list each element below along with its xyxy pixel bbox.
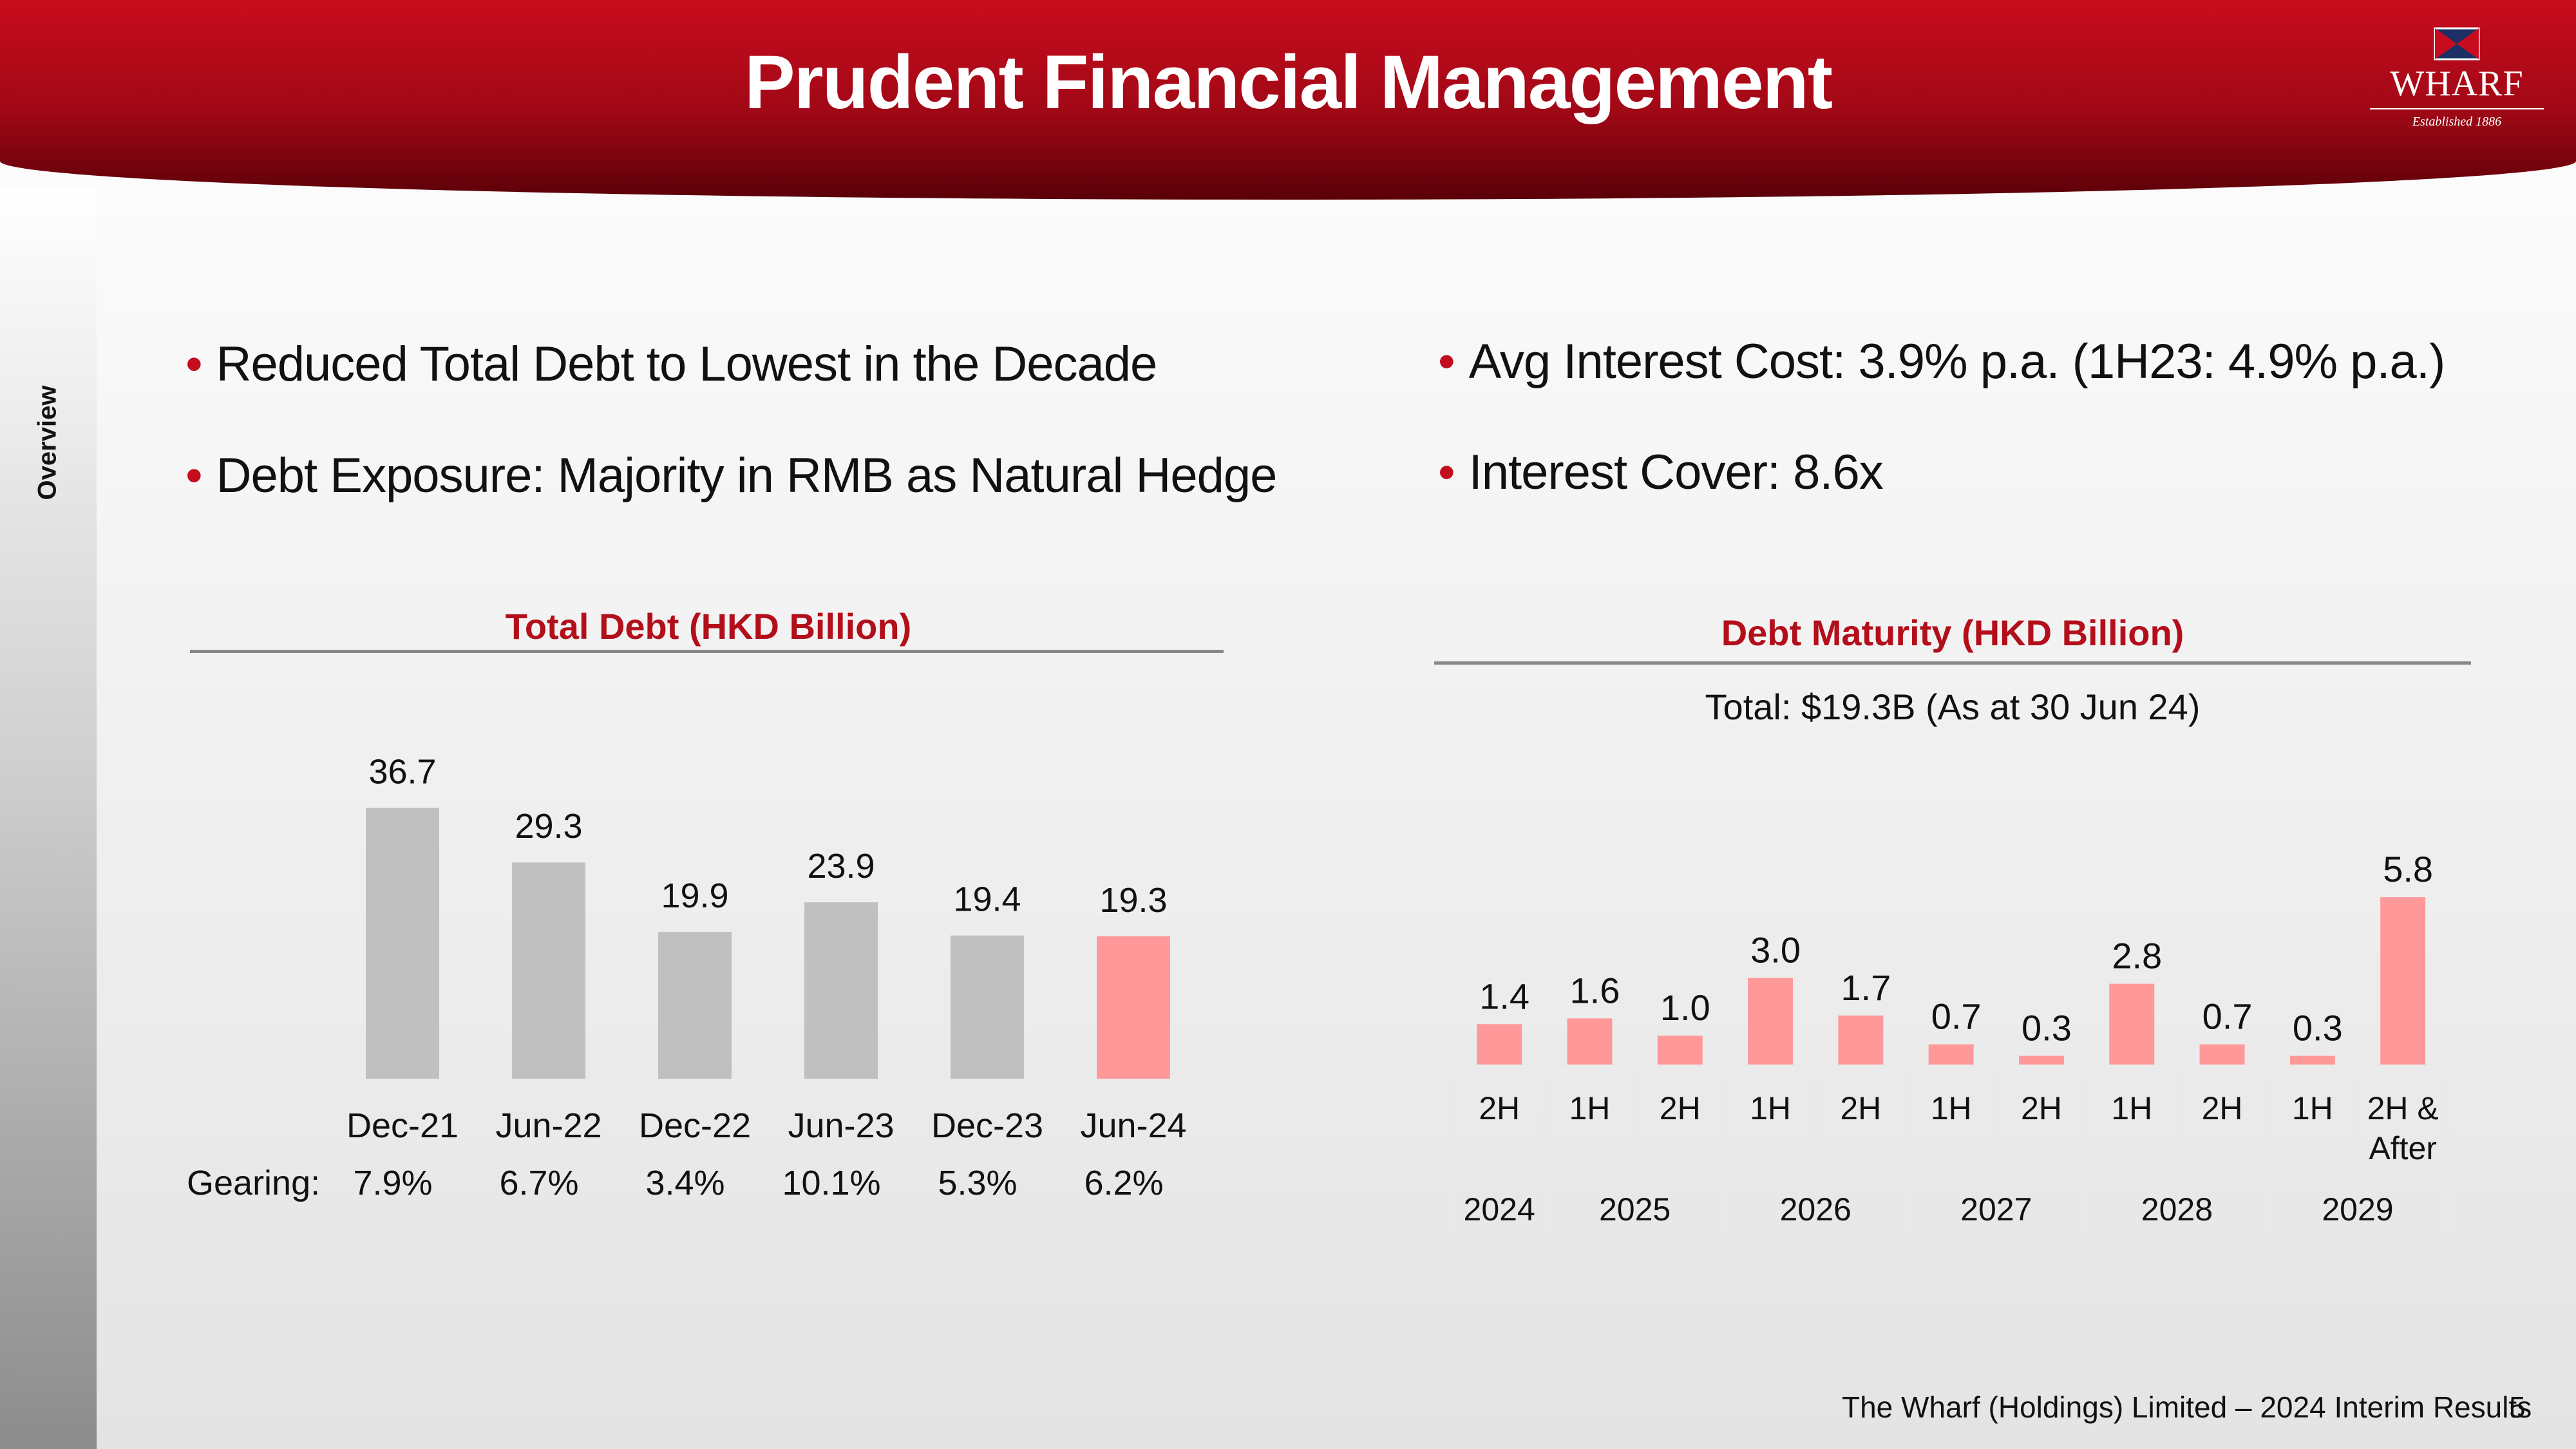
maturity-half-label: 1H (1569, 1090, 1610, 1126)
maturity-year-label: 2025 (1599, 1191, 1671, 1227)
maturity-value-label: 2.8 (2112, 936, 2162, 976)
maturity-half-label: 1H (1750, 1090, 1791, 1126)
total-debt-category-label: Jun-24 (1080, 1106, 1186, 1145)
maturity-year-label: 2027 (1960, 1191, 2032, 1227)
gearing-value: 5.3% (938, 1164, 1017, 1202)
sidebar: Overview (0, 187, 97, 1449)
maturity-value-label: 0.3 (2022, 1008, 2072, 1048)
maturity-value-label: 5.8 (2383, 849, 2433, 889)
maturity-value-label: 1.7 (1841, 967, 1891, 1008)
maturity-half-label: 2H (1840, 1090, 1881, 1126)
maturity-year-label: 2026 (1780, 1191, 1852, 1227)
bullet-left-1: • Reduced Total Debt to Lowest in the Dec… (185, 336, 1157, 392)
maturity-bar (2199, 1044, 2245, 1065)
total-debt-value-label: 36.7 (368, 752, 436, 791)
maturity-half-label: 2H (2021, 1090, 2062, 1126)
bullet-right-1: • Avg Interest Cost: 3.9% p.a. (1H23: 4.9… (1438, 334, 2445, 390)
total-debt-category-label: Jun-22 (495, 1106, 601, 1145)
total-debt-category-label: Dec-23 (931, 1106, 1043, 1145)
footer-text: The Wharf (Holdings) Limited – 2024 Inte… (1842, 1390, 2532, 1424)
gearing-value: 7.9% (353, 1164, 432, 1202)
maturity-bar (1477, 1024, 1522, 1065)
maturity-bar (1567, 1018, 1613, 1065)
maturity-half-label: 2H (1479, 1090, 1520, 1126)
maturity-bar (2109, 983, 2155, 1065)
total-debt-bar (366, 808, 439, 1079)
bullet-dot: • (185, 337, 203, 392)
maturity-value-label: 0.7 (1931, 996, 1982, 1037)
maturity-value-label: 3.0 (1750, 930, 1801, 971)
gearing-value: 6.7% (499, 1164, 578, 1202)
bullet-text: Debt Exposure: Majority in RMB as Natura… (216, 448, 1278, 503)
maturity-half-label: 1H (2111, 1090, 2152, 1126)
bullet-text: Avg Interest Cost: 3.9% p.a. (1H23: 4.9%… (1468, 334, 2446, 389)
gearing-value: 3.4% (645, 1164, 724, 1202)
maturity-value-label: 1.6 (1570, 970, 1620, 1010)
bullet-right-2: • Interest Cover: 8.6x (1438, 444, 1884, 500)
maturity-value-label: 1.4 (1479, 976, 1530, 1016)
maturity-half-label: 2H (2202, 1090, 2243, 1126)
logo-established: Established 1886 (2412, 115, 2502, 129)
maturity-bar (2380, 897, 2426, 1065)
wharf-logo: WHARF Established 1886 (2370, 27, 2544, 129)
debt-maturity-subtitle: Total: $19.3B (As at 30 Jun 24) (1705, 687, 2201, 727)
maturity-bar (2289, 1056, 2335, 1065)
maturity-value-label: 0.3 (2293, 1008, 2343, 1048)
maturity-bar (1657, 1036, 1703, 1065)
gearing-value: 6.2% (1084, 1164, 1163, 1202)
maturity-value-label: 1.0 (1660, 987, 1710, 1028)
page-number: 5 (2509, 1390, 2526, 1424)
maturity-half-label: 1H (2292, 1090, 2333, 1126)
bullet-text: Interest Cover: 8.6x (1468, 445, 1884, 500)
total-debt-value-label: 19.3 (1099, 881, 1167, 920)
total-debt-bar (512, 862, 585, 1079)
maturity-bar (1748, 978, 1794, 1065)
bullet-text: Reduced Total Debt to Lowest in the Deca… (216, 337, 1158, 392)
maturity-bar (2018, 1056, 2064, 1065)
total-debt-value-label: 19.4 (953, 880, 1021, 919)
maturity-value-label: 0.7 (2202, 996, 2253, 1037)
logo-name: WHARF (2390, 64, 2524, 104)
gearing-value: 10.1% (782, 1164, 880, 1202)
total-debt-bar (804, 902, 878, 1079)
bullet-left-2: • Debt Exposure: Majority in RMB as Natur… (185, 448, 1278, 504)
maturity-half-label: 2H (1660, 1090, 1701, 1126)
debt-maturity-title-rule (1434, 661, 2471, 665)
bullet-dot: • (1438, 334, 1455, 389)
maturity-year-label: 2028 (2141, 1191, 2213, 1227)
debt-maturity-chart-title: Debt Maturity (HKD Billion) (1721, 612, 2184, 653)
bullet-dot: • (1438, 445, 1455, 500)
total-debt-title-rule (190, 650, 1224, 653)
total-debt-bar (658, 931, 732, 1079)
total-debt-category-label: Jun-23 (788, 1106, 894, 1145)
total-debt-category-label: Dec-21 (346, 1106, 459, 1145)
page-title: Prudent Financial Management (744, 40, 1833, 125)
wharf-flag-icon (2434, 27, 2480, 61)
logo-divider (2370, 108, 2544, 109)
maturity-bar (1838, 1015, 1884, 1065)
gearing-label: Gearing: (187, 1164, 320, 1202)
maturity-half-label: 2H & (2367, 1090, 2439, 1126)
maturity-bar (1928, 1044, 1974, 1065)
total-debt-value-label: 29.3 (515, 807, 582, 846)
total-debt-category-label: Dec-22 (639, 1106, 751, 1145)
header-banner (0, 0, 2576, 200)
total-debt-chart-title: Total Debt (HKD Billion) (505, 606, 912, 647)
maturity-year-label: 2024 (1464, 1191, 1535, 1227)
maturity-half-label-line2: After (2369, 1130, 2437, 1166)
maturity-year-label: 2029 (2322, 1191, 2393, 1227)
total-debt-bar (951, 935, 1024, 1079)
bullet-dot: • (185, 448, 203, 503)
maturity-half-label: 1H (1931, 1090, 1972, 1126)
total-debt-value-label: 23.9 (807, 847, 875, 886)
total-debt-bar (1097, 936, 1170, 1079)
total-debt-value-label: 19.9 (661, 876, 728, 915)
